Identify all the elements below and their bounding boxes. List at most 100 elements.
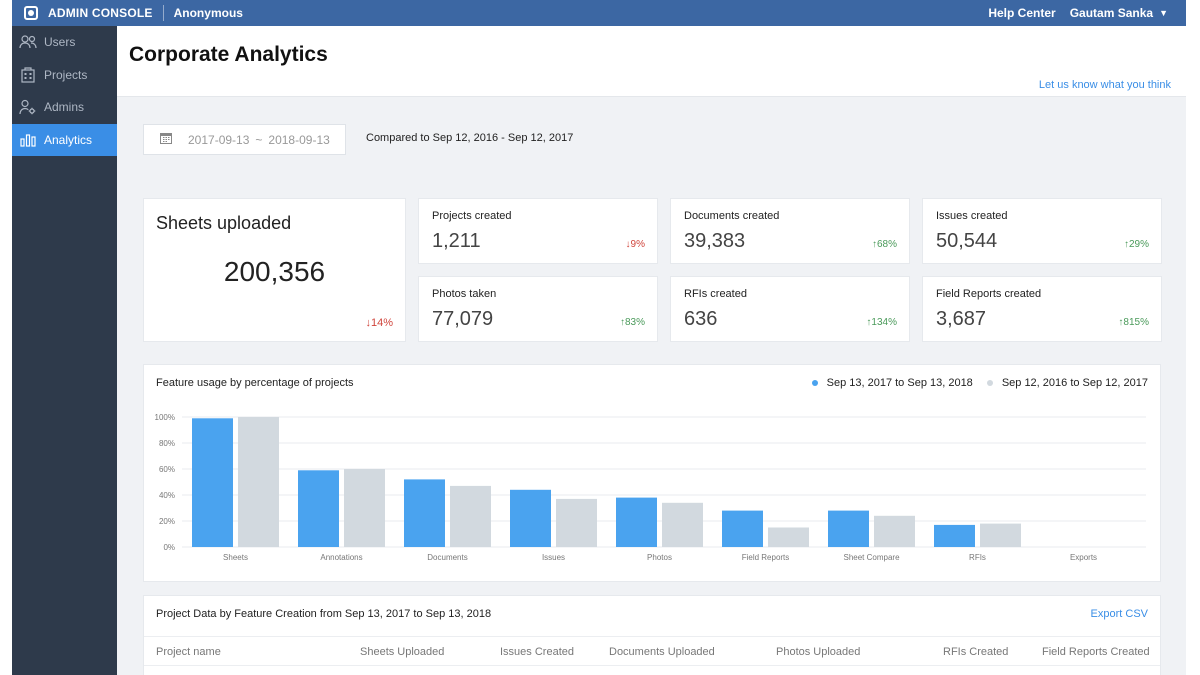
legend-swatch-previous <box>986 380 993 386</box>
sidebar-item-label: Projects <box>44 67 88 82</box>
x-tick-label: Issues <box>542 553 565 562</box>
column-header-sheets-uploaded[interactable]: Sheets Uploaded <box>360 646 445 658</box>
legend-item-current[interactable]: Sep 13, 2017 to Sep 13, 2018 <box>811 377 973 389</box>
column-header-issues-created[interactable]: Issues Created <box>500 646 574 658</box>
x-tick-label: Photos <box>647 553 672 562</box>
help-center-link[interactable]: Help Center <box>988 6 1056 20</box>
sidebar-item-analytics[interactable]: Analytics <box>12 123 117 156</box>
x-tick-label: Sheet Compare <box>843 553 900 562</box>
topbar-divider <box>162 5 164 21</box>
bar-previous <box>238 417 279 547</box>
column-header-photos-uploaded[interactable]: Photos Uploaded <box>776 646 861 658</box>
column-header-project-name[interactable]: Project name <box>156 646 221 658</box>
metric-value: 200,356 <box>223 256 326 287</box>
metric-label: Field Reports created <box>936 288 1042 300</box>
frame-left <box>0 0 12 675</box>
metric-change: ↑68% <box>871 239 897 250</box>
sidebar-item-label: Users <box>44 35 76 49</box>
sidebar-item-projects[interactable]: Projects <box>12 59 117 91</box>
users-icon <box>19 34 37 50</box>
sidebar: Users Projects Admins Analytics <box>12 26 117 675</box>
chart-title: Feature usage by percentage of projects <box>156 377 354 389</box>
metric-label: Issues created <box>936 210 1008 222</box>
tenant-name: Anonymous <box>173 6 243 20</box>
date-start: 2017-09-13 <box>188 132 250 147</box>
bar-current <box>192 418 233 547</box>
chart-legend: Sep 13, 2017 to Sep 13, 2018 Sep 12, 201… <box>798 377 1148 389</box>
y-tick-label: 40% <box>159 491 175 500</box>
bar-previous <box>450 485 491 547</box>
y-tick-label: 20% <box>159 517 175 526</box>
sidebar-item-admins[interactable]: Admins <box>12 91 117 123</box>
chevron-down-icon[interactable]: ▼ <box>1159 8 1168 18</box>
export-csv-link[interactable]: Export CSV <box>1090 608 1148 620</box>
bar-previous <box>768 527 809 547</box>
field-reports-created-card: Field Reports created 3,687 ↑815% <box>922 276 1162 342</box>
sheets-uploaded-card: Sheets uploaded 200,356 ↓14% <box>143 198 406 342</box>
main-content: Corporate Analytics Let us know what you… <box>117 26 1186 675</box>
admin-gear-icon <box>19 99 37 115</box>
issues-created-card: Issues created 50,544 ↑29% <box>922 198 1162 264</box>
legend-swatch-current <box>811 380 818 386</box>
y-tick-label: 0% <box>163 543 175 552</box>
x-tick-label: Sheets <box>223 553 248 562</box>
projects-created-card: Projects created 1,211 ↓9% <box>418 198 658 264</box>
metric-value: 77,079 <box>432 308 494 330</box>
date-end: 2018-09-13 <box>268 132 330 147</box>
bar-previous <box>556 498 597 547</box>
feature-usage-chart: 0% 20% 40% 60% 80% 100% Sheets Annotations Docum… <box>155 413 1146 562</box>
metric-change: ↑83% <box>619 317 645 328</box>
bar-current <box>828 510 869 547</box>
metric-label: Photos taken <box>432 288 497 300</box>
page-title: Corporate Analytics <box>129 43 328 66</box>
building-icon <box>19 66 37 83</box>
column-header-rfis-created[interactable]: RFIs Created <box>943 646 1009 658</box>
bar-current <box>722 510 763 547</box>
page-header: Corporate Analytics Let us know what you… <box>117 26 1186 97</box>
y-tick-label: 80% <box>159 439 175 448</box>
metric-change: ↑815% <box>1118 317 1149 328</box>
sidebar-item-users[interactable]: Users <box>12 26 117 58</box>
bar-previous <box>874 515 915 547</box>
metric-change: ↓14% <box>365 317 393 329</box>
metric-change: ↑29% <box>1123 239 1149 250</box>
calendar-icon <box>160 132 172 147</box>
bar-previous <box>980 523 1021 547</box>
x-tick-label: Exports <box>1070 553 1097 562</box>
bar-previous <box>344 469 385 547</box>
feature-usage-chart-card: Feature usage by percentage of projects … <box>143 364 1161 582</box>
comparison-text: Compared to Sep 12, 2016 - Sep 12, 2017 <box>366 132 574 144</box>
legend-label-previous: Sep 12, 2016 to Sep 12, 2017 <box>1001 377 1148 389</box>
x-tick-label: Annotations <box>320 553 362 562</box>
metric-label: RFIs created <box>684 288 747 300</box>
sidebar-item-label: Admins <box>44 100 85 114</box>
date-separator: ~ <box>255 132 263 147</box>
metric-change: ↑134% <box>866 317 897 328</box>
bar-current <box>404 479 445 547</box>
top-bar: ADMIN CONSOLE Anonymous Help Center Gaut… <box>12 0 1186 26</box>
project-data-table-card: Project Data by Feature Creation from Se… <box>143 595 1161 675</box>
date-range-picker[interactable]: 2017-09-13 ~ 2018-09-13 <box>143 124 346 155</box>
table-title: Project Data by Feature Creation from Se… <box>156 608 492 620</box>
metric-label: Documents created <box>684 210 780 222</box>
bar-current <box>616 497 657 547</box>
sidebar-item-label: Analytics <box>44 132 93 147</box>
bar-current <box>934 524 975 547</box>
column-header-documents-uploaded[interactable]: Documents Uploaded <box>609 646 715 658</box>
y-tick-label: 100% <box>155 413 175 422</box>
legend-label-current: Sep 13, 2017 to Sep 13, 2018 <box>826 377 973 389</box>
x-tick-label: Field Reports <box>742 553 790 562</box>
bar-previous <box>662 502 703 547</box>
metric-label: Projects created <box>432 210 512 222</box>
app-logo-icon[interactable] <box>24 6 38 20</box>
user-menu[interactable]: Gautam Sanka <box>1069 6 1154 20</box>
feedback-link[interactable]: Let us know what you think <box>1038 79 1171 91</box>
bar-current <box>298 470 339 547</box>
rfis-created-card: RFIs created 636 ↑134% <box>670 276 910 342</box>
photos-taken-card: Photos taken 77,079 ↑83% <box>418 276 658 342</box>
x-tick-label: Documents <box>427 553 467 562</box>
metric-value: 3,687 <box>936 308 987 330</box>
bar-chart-icon <box>19 132 37 148</box>
column-header-field-reports-created[interactable]: Field Reports Created <box>1042 646 1150 658</box>
legend-item-previous[interactable]: Sep 12, 2016 to Sep 12, 2017 <box>986 377 1148 389</box>
